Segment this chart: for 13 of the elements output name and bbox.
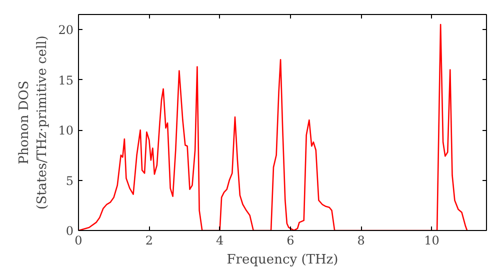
x-tick-label: 2 (145, 234, 153, 248)
y-tick-label: 0 (66, 224, 74, 238)
x-tick-label: 10 (424, 234, 440, 248)
y-tick-label: 5 (66, 174, 74, 188)
y-tick-label: 10 (58, 124, 74, 138)
x-tick-label: 4 (216, 234, 224, 248)
x-tick-label: 0 (74, 234, 82, 248)
x-tick-label: 8 (357, 234, 365, 248)
x-tick-label: 6 (286, 234, 294, 248)
y-tick-label: 15 (58, 73, 74, 88)
x-axis-title: Frequency (THz) (226, 252, 338, 268)
y-tick-label: 20 (58, 23, 74, 38)
y-axis-title: Phonon DOS (States/THz·primitive cell) (17, 35, 50, 210)
